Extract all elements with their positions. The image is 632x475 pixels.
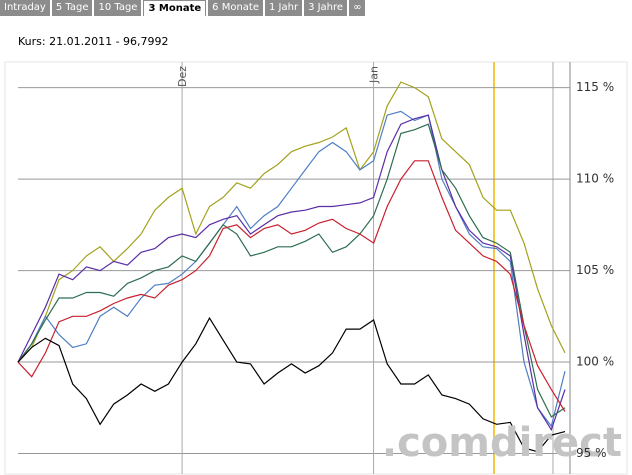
quote: Kurs: 21.01.2011 - 96,7992 [18, 35, 169, 48]
series-line [17, 123, 566, 418]
x-tick-label: Jan [368, 66, 381, 84]
tab[interactable]: 10 Tage [94, 0, 142, 16]
series-line [17, 160, 566, 412]
y-tick-label: 95 % [576, 446, 607, 460]
watermark: .comdirect [382, 420, 622, 466]
tab[interactable]: 1 Jahr [264, 0, 303, 16]
y-tick-label: 110 % [576, 172, 614, 186]
tab[interactable]: 5 Tage [51, 0, 93, 16]
series-line [17, 114, 566, 432]
tab-bar: Intraday 5 Tage 10 Tage 3 Monate 6 Monate 1 J… [0, 0, 366, 16]
tab[interactable]: 3 Jahre [304, 0, 348, 16]
series-line [17, 81, 566, 363]
series-line [17, 316, 566, 453]
y-tick-label: 115 % [576, 80, 614, 94]
tab[interactable]: 6 Monate [208, 0, 263, 16]
plot-frame [4, 61, 628, 475]
y-tick-label: 100 % [576, 355, 614, 369]
tab[interactable]: Intraday [0, 0, 50, 16]
tab[interactable]: ∞ [349, 0, 366, 16]
tab[interactable]: 3 Monate [143, 0, 207, 16]
series-line [17, 110, 566, 428]
y-tick-label: 105 % [576, 263, 614, 277]
x-tick-label: Dez [176, 66, 189, 87]
